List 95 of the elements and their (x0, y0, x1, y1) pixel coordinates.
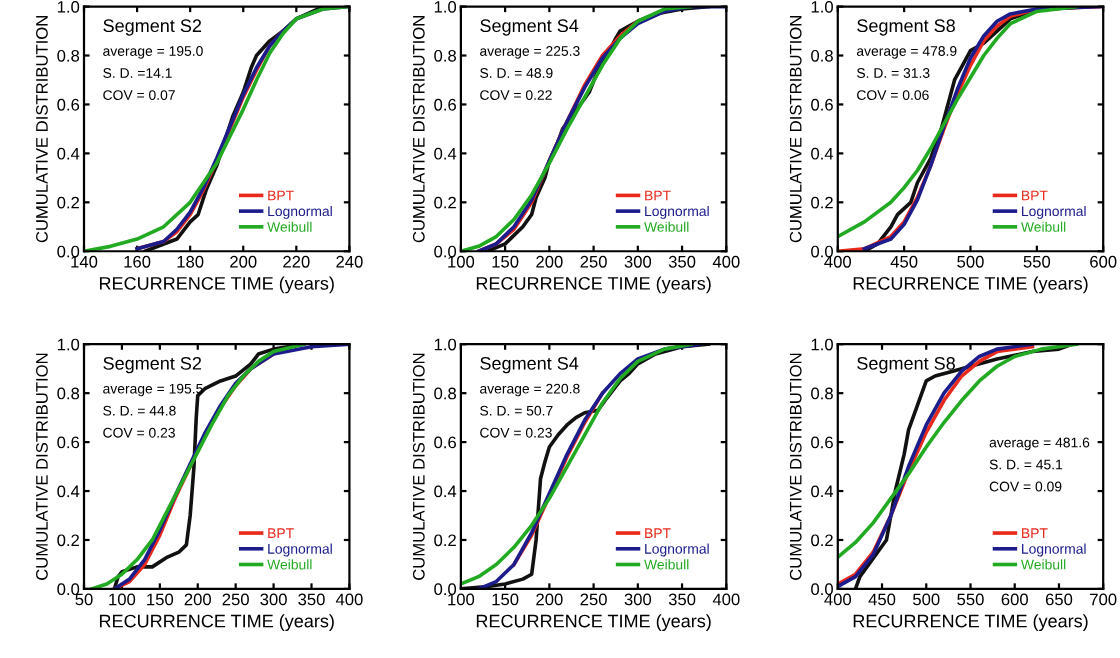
x-tick-label: 160 (124, 255, 151, 268)
y-tick-label: 0.6 (434, 436, 456, 449)
x-tick-label: 150 (492, 255, 519, 268)
x-tick-label: 300 (260, 593, 287, 606)
y-tick-label: 0.4 (57, 485, 80, 498)
x-axis-title: RECURRENCE TIME (years) (99, 276, 334, 294)
x-tick-label: 50 (75, 593, 93, 606)
x-tick-label: 250 (580, 593, 607, 606)
x-tick-label: 140 (71, 255, 98, 268)
y-tick-label: 0.8 (57, 387, 80, 400)
x-tick-label: 100 (448, 593, 475, 606)
x-tick-label: 240 (336, 255, 363, 268)
x-tick-label: 500 (913, 593, 940, 606)
x-tick-label: 150 (492, 593, 519, 606)
y-tick-label: 1.0 (811, 0, 833, 13)
y-axis-title: CUMULATIVE DISTRIBUTION (789, 353, 802, 580)
y-tick-label: 1.0 (57, 338, 80, 351)
y-axis-title: CUMULATIVE DISTRIBUTION (412, 353, 425, 580)
y-axis-title: CUMULATIVE DISTRIBUTION (412, 16, 425, 243)
x-tick-label: 100 (448, 255, 475, 268)
x-axis-title: RECURRENCE TIME (years) (853, 614, 1088, 631)
x-axis-title: RECURRENCE TIME (years) (476, 276, 711, 294)
y-tick-label: 0.0 (811, 245, 833, 258)
annotation: Segment S2 (103, 19, 202, 36)
x-tick-label: 200 (536, 255, 563, 268)
y-tick-label: 0.8 (57, 49, 80, 62)
x-tick-label: 600 (1001, 593, 1028, 606)
y-tick-label: 0.2 (434, 196, 456, 209)
x-tick-label: 550 (957, 593, 984, 606)
x-tick-label: 150 (147, 593, 174, 606)
x-tick-label: 500 (957, 255, 984, 268)
y-tick-label: 0.0 (57, 583, 80, 596)
y-tick-label: 0.0 (434, 583, 457, 596)
y-tick-label: 0.8 (434, 49, 456, 62)
x-tick-label: 100 (109, 593, 136, 606)
y-tick-label: 1.0 (434, 338, 457, 351)
y-tick-label: 0.6 (434, 98, 456, 111)
x-tick-label: 400 (712, 255, 740, 268)
x-tick-label: 400 (335, 593, 363, 606)
y-tick-label: 0.4 (811, 147, 834, 160)
x-tick-label: 700 (1090, 593, 1117, 606)
y-tick-label: 0.6 (811, 98, 833, 111)
x-tick-label: 400 (824, 255, 852, 268)
x-tick-label: 300 (624, 593, 652, 606)
x-axis-title: RECURRENCE TIME (years) (476, 614, 711, 631)
y-tick-label: 0.2 (434, 534, 456, 547)
y-axis-title: CUMULATIVE DISTRIBUTION (36, 353, 48, 580)
y-tick-label: 0.8 (811, 49, 833, 62)
x-tick-label: 400 (824, 593, 852, 606)
x-tick-label: 450 (868, 593, 896, 606)
x-tick-label: 180 (177, 255, 204, 268)
y-tick-label: 0.2 (811, 196, 833, 209)
x-tick-label: 220 (283, 255, 310, 268)
x-tick-label: 200 (536, 593, 563, 606)
y-tick-label: 0.0 (57, 245, 80, 258)
x-tick-label: 200 (230, 255, 257, 268)
x-tick-label: 250 (580, 255, 607, 268)
annotation: Segment S8 (857, 356, 955, 374)
y-tick-label: 0.2 (57, 196, 79, 209)
x-tick-label: 200 (184, 593, 211, 606)
y-axis-title: CUMULATIVE DISTRIBUTION (36, 16, 48, 243)
y-tick-label: 0.6 (57, 436, 80, 449)
y-tick-label: 0.4 (434, 485, 457, 498)
y-tick-label: 0.4 (434, 147, 457, 160)
y-tick-label: 1.0 (811, 338, 833, 351)
y-tick-label: 0.4 (811, 485, 834, 498)
x-tick-label: 250 (222, 593, 249, 606)
y-tick-label: 0.4 (57, 147, 80, 160)
y-tick-label: 0.0 (811, 583, 833, 596)
y-tick-label: 0.6 (811, 436, 833, 449)
y-tick-label: 0.8 (434, 387, 456, 400)
x-tick-label: 450 (890, 255, 918, 268)
y-tick-label: 0.0 (434, 245, 457, 258)
line-series (84, 6, 350, 252)
annotation: Segment S4 (480, 356, 579, 374)
annotation: Segment S4 (480, 19, 579, 36)
x-axis-title: RECURRENCE TIME (years) (99, 614, 334, 631)
annotation: Segment S2 (103, 356, 202, 374)
y-tick-label: 0.2 (811, 534, 833, 547)
y-axis-title: CUMULATIVE DISTRIBUTION (789, 16, 802, 243)
x-tick-label: 400 (712, 593, 740, 606)
y-tick-label: 1.0 (434, 0, 457, 13)
y-tick-label: 0.6 (57, 98, 80, 111)
x-tick-label: 300 (624, 255, 652, 268)
x-tick-label: 650 (1045, 593, 1073, 606)
y-tick-label: 1.0 (57, 0, 80, 13)
y-tick-label: 0.8 (811, 387, 833, 400)
y-tick-label: 0.2 (57, 534, 79, 547)
x-tick-label: 350 (668, 593, 696, 606)
x-axis-title: RECURRENCE TIME (years) (853, 276, 1088, 294)
x-tick-label: 350 (298, 593, 325, 606)
annotation: Segment S8 (857, 19, 955, 36)
x-tick-label: 550 (1023, 255, 1051, 268)
x-tick-label: 600 (1090, 255, 1117, 268)
x-tick-label: 350 (668, 255, 696, 268)
